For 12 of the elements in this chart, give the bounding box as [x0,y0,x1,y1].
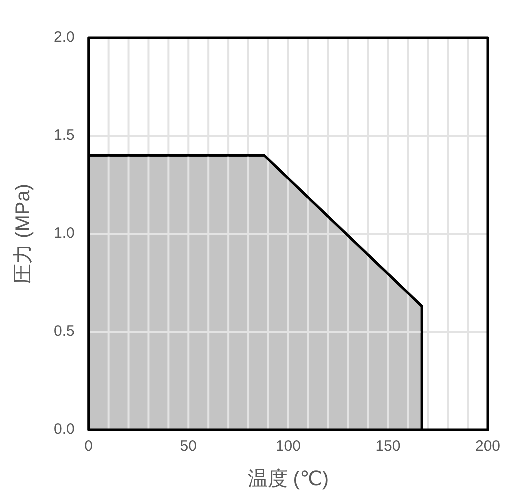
y-axis-title: 圧力 (MPa) [12,184,35,284]
x-tick-label: 50 [180,438,197,456]
y-tick-label: 1.5 [54,127,75,144]
y-tick-label: 0.5 [54,323,75,340]
x-tick-label: 150 [376,438,401,456]
x-tick-label: 200 [475,438,501,456]
x-axis-title: 温度 (℃) [248,468,330,491]
y-tick-label: 1.0 [54,225,75,242]
x-tick-label: 100 [276,438,301,456]
y-tick-label: 0.0 [54,421,75,438]
y-tick-label: 2.0 [54,29,75,46]
x-tick-label: 0 [84,438,94,456]
